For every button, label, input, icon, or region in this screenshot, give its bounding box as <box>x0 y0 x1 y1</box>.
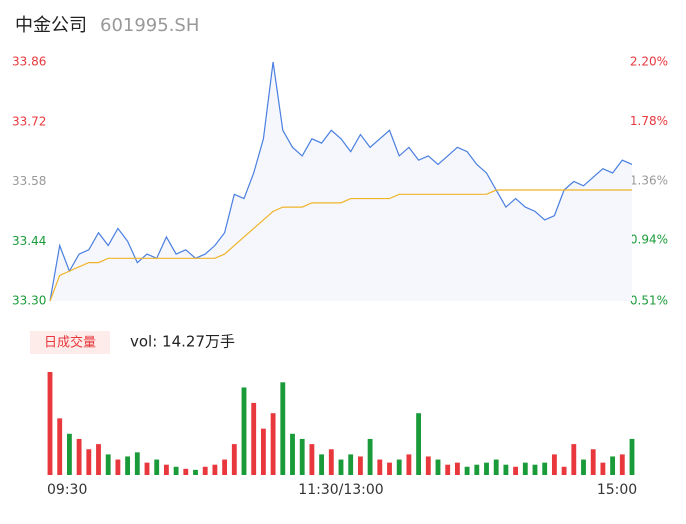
volume-bar <box>309 444 315 475</box>
y-tick-label: 33.30 <box>12 294 46 308</box>
volume-bar <box>367 438 373 475</box>
volume-bar <box>57 418 63 475</box>
volume-bar <box>154 459 160 475</box>
y-tick-label: 33.58 <box>12 174 46 188</box>
volume-bar <box>464 466 470 475</box>
volume-bar <box>522 462 528 475</box>
volume-bar <box>590 449 596 475</box>
volume-bar <box>212 464 218 475</box>
volume-bar <box>484 462 489 475</box>
volume-bar <box>125 456 131 475</box>
volume-bar <box>406 454 412 475</box>
volume-label: vol: 14.27万手 <box>130 333 235 351</box>
y2-tick-label: 0.94% <box>630 233 668 247</box>
volume-bar <box>503 464 509 475</box>
volume-bar <box>396 459 402 475</box>
volume-bar <box>105 454 111 475</box>
volume-bar <box>610 456 616 475</box>
volume-bar <box>561 466 567 475</box>
volume-bar <box>474 464 480 475</box>
volume-bar <box>144 462 150 475</box>
volume-bar <box>551 454 557 475</box>
volume-bar <box>425 456 431 475</box>
volume-tab-bg[interactable] <box>30 331 110 354</box>
volume-bar <box>251 402 257 475</box>
volume-bar <box>86 449 92 475</box>
volume-bar <box>319 454 325 475</box>
volume-bar <box>600 462 606 475</box>
y2-tick-label: 1.78% <box>630 114 668 128</box>
volume-bar <box>435 459 441 475</box>
volume-bar <box>183 468 189 475</box>
volume-bar <box>270 413 276 475</box>
y-tick-label: 33.44 <box>12 234 46 248</box>
volume-bar <box>542 462 548 475</box>
volume-bar <box>619 454 625 475</box>
volume-bar <box>222 459 228 475</box>
volume-bar <box>445 464 451 475</box>
y-tick-label: 33.72 <box>12 114 46 128</box>
x-tick-label: 15:00 <box>597 482 637 498</box>
volume-bar <box>493 459 499 475</box>
volume-bar <box>290 433 295 475</box>
volume-bar <box>454 462 460 475</box>
stock-name: 中金公司 <box>15 15 87 36</box>
volume-bar <box>338 459 344 475</box>
volume-bar <box>202 466 208 475</box>
volume-bar <box>629 438 635 475</box>
volume-bar <box>47 372 53 475</box>
x-tick-label: 09:30 <box>47 482 87 498</box>
volume-bar <box>260 428 266 475</box>
volume-bar <box>299 438 305 475</box>
y2-tick-label: 2.20% <box>630 55 668 69</box>
volume-bar <box>96 444 101 475</box>
volume-bar <box>416 413 422 475</box>
volume-bar <box>387 462 392 475</box>
y2-tick-label: 0.51% <box>630 294 668 308</box>
x-tick-label: 11:30/13:00 <box>298 482 383 498</box>
volume-bar <box>357 456 363 475</box>
y-tick-label: 33.86 <box>12 55 46 69</box>
volume-bar <box>532 464 538 475</box>
volume-bar <box>241 387 247 475</box>
volume-bar <box>581 459 586 475</box>
volume-bar <box>348 454 354 475</box>
volume-bar <box>231 444 237 475</box>
volume-bar <box>377 459 383 475</box>
volume-bar <box>134 452 140 475</box>
average-line <box>49 189 632 302</box>
volume-bar <box>513 466 519 475</box>
y2-tick-label: 1.36% <box>630 173 668 187</box>
volume-bar <box>328 449 334 475</box>
price-area <box>50 62 632 301</box>
price-line <box>49 61 633 302</box>
volume-bar <box>66 433 72 475</box>
volume-bar <box>173 466 179 475</box>
volume-bar <box>571 444 577 475</box>
stock-code: 601995.SH <box>100 15 199 36</box>
volume-bar <box>115 459 121 475</box>
volume-bar <box>76 438 82 475</box>
volume-tab[interactable]: 日成交量 <box>44 335 96 351</box>
volume-bar <box>163 464 169 475</box>
volume-bar <box>193 469 198 475</box>
volume-bar <box>280 382 286 475</box>
